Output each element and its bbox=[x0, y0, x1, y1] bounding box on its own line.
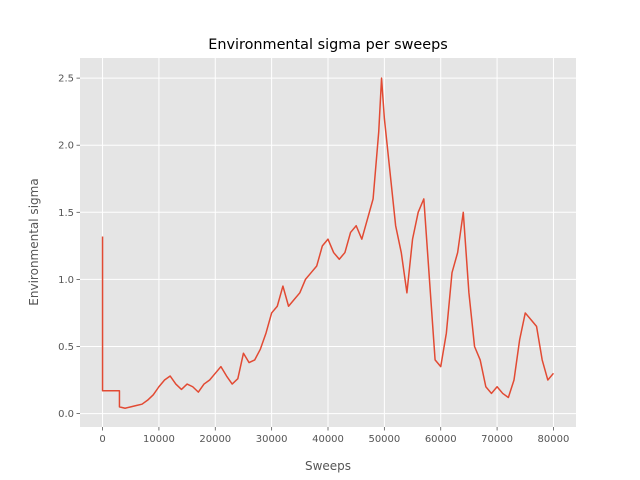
x-axis: 0 10000 20000 30000 40000 50000 60000 70000 8000… bbox=[99, 427, 569, 445]
x-axis-label: Sweeps bbox=[305, 459, 351, 473]
series-line bbox=[101, 77, 555, 409]
x-tick-label: 30000 bbox=[256, 434, 288, 445]
x-tick-label: 50000 bbox=[368, 434, 400, 445]
x-tick-label: 40000 bbox=[312, 434, 344, 445]
x-tick-label: 60000 bbox=[425, 434, 457, 445]
y-tick-label: 1.0 bbox=[58, 275, 74, 286]
y-tick-label: 2.0 bbox=[58, 141, 74, 152]
chart-title: Environmental sigma per sweeps bbox=[208, 37, 447, 53]
y-axis: 0.0 0.5 1.0 1.5 2.0 2.5 bbox=[58, 74, 80, 420]
y-tick-label: 2.5 bbox=[58, 74, 74, 85]
x-tick-label: 20000 bbox=[199, 434, 231, 445]
y-tick-label: 0.5 bbox=[58, 342, 74, 353]
x-tick-label: 70000 bbox=[481, 434, 513, 445]
x-tick-label: 10000 bbox=[143, 434, 175, 445]
y-tick-label: 1.5 bbox=[58, 208, 74, 219]
x-tick-label: 80000 bbox=[538, 434, 570, 445]
y-axis-label: Environmental sigma bbox=[27, 178, 41, 305]
y-tick-label: 0.0 bbox=[58, 409, 74, 420]
x-tick-label: 0 bbox=[99, 434, 105, 445]
